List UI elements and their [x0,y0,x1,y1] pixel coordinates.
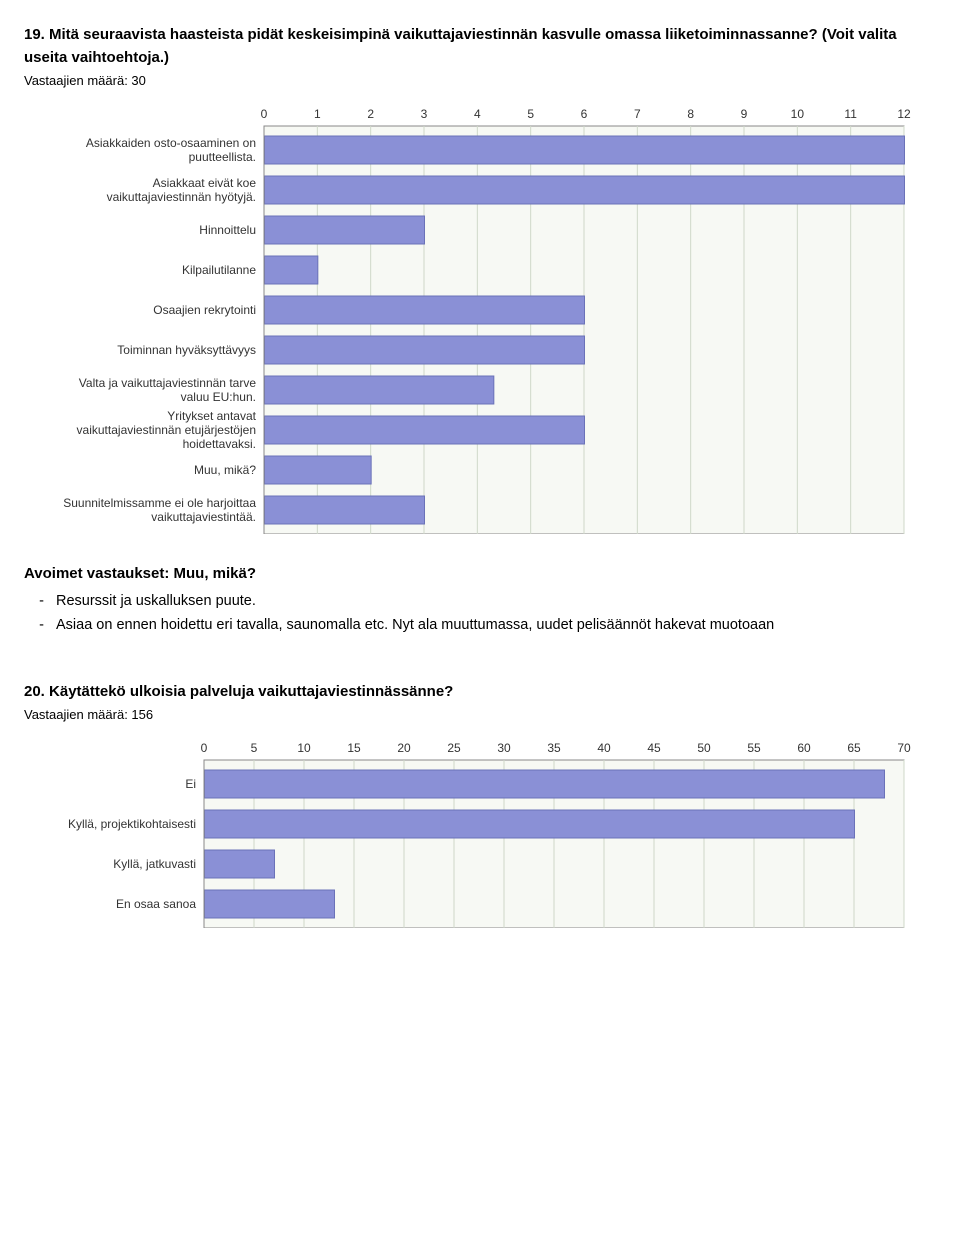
svg-text:25: 25 [447,741,461,755]
chart-bar [205,850,275,878]
q19-title: 19. Mitä seuraavista haasteista pidät ke… [24,24,936,69]
svg-text:40: 40 [597,741,611,755]
svg-text:En osaa sanoa: En osaa sanoa [116,897,196,911]
q19-open-answers: Resurssit ja uskalluksen puute.Asiaa on … [24,590,936,637]
q19-chart: 0123456789101112Asiakkaiden osto-osaamin… [24,100,936,537]
chart-bar [265,256,318,284]
svg-text:50: 50 [697,741,711,755]
svg-text:60: 60 [797,741,811,755]
chart-bar [265,376,494,404]
svg-text:Osaajien rekrytointi: Osaajien rekrytointi [153,303,256,317]
chart-bar [265,456,372,484]
q20-title: 20. Käytättekö ulkoisia palveluja vaikut… [24,681,936,704]
svg-text:Kyllä, jatkuvasti: Kyllä, jatkuvasti [113,857,196,871]
svg-text:Kyllä, projektikohtaisesti: Kyllä, projektikohtaisesti [68,817,196,831]
svg-text:45: 45 [647,741,661,755]
q19-open-heading: Avoimet vastaukset: Muu, mikä? [24,565,936,582]
svg-text:puutteellista.: puutteellista. [189,150,256,164]
chart-bar [265,336,585,364]
svg-text:9: 9 [741,107,748,121]
chart-bar [265,296,585,324]
svg-text:valuu EU:hun.: valuu EU:hun. [181,390,256,404]
q20-chart: 0 5 10 15 20 25 30 35 40 45 50 55 60 65 70 Ei Kyllä, pro… [24,734,936,931]
svg-text:20: 20 [397,741,411,755]
svg-text:Suunnitelmissamme ei ole harjo: Suunnitelmissamme ei ole harjoittaa [63,496,256,510]
svg-text:65: 65 [847,741,861,755]
chart-bar [265,216,425,244]
chart-bar [265,176,905,204]
svg-text:70: 70 [897,741,911,755]
chart-bar [205,890,335,918]
svg-text:4: 4 [474,107,481,121]
chart-bar [205,810,855,838]
svg-text:11: 11 [844,107,857,121]
svg-text:8: 8 [687,107,694,121]
svg-text:hoidettavaksi.: hoidettavaksi. [183,437,256,451]
svg-text:12: 12 [897,107,911,121]
svg-text:1: 1 [314,107,321,121]
svg-text:0: 0 [261,107,268,121]
q19-respondents: Vastaajien määrä: 30 [24,73,936,88]
svg-text:Toiminnan hyväksyttävyys: Toiminnan hyväksyttävyys [117,343,256,357]
svg-text:Yritykset antavat: Yritykset antavat [167,409,256,423]
svg-text:Valta ja vaikuttajaviestinnän: Valta ja vaikuttajaviestinnän tarve [79,376,257,390]
svg-text:10: 10 [791,107,805,121]
svg-text:35: 35 [547,741,561,755]
svg-text:vaikuttajaviestinnän hyötyjä.: vaikuttajaviestinnän hyötyjä. [107,190,256,204]
svg-text:Asiakkaiden osto-osaaminen on: Asiakkaiden osto-osaaminen on [86,136,256,150]
svg-text:55: 55 [747,741,761,755]
svg-text:Ei: Ei [185,777,196,791]
svg-text:30: 30 [497,741,511,755]
svg-text:Asiakkaat eivät koe: Asiakkaat eivät koe [153,176,257,190]
svg-text:2: 2 [367,107,374,121]
chart-bar [265,136,905,164]
svg-text:10: 10 [297,741,311,755]
svg-text:vaikuttajaviestintää.: vaikuttajaviestintää. [151,510,256,524]
svg-text:3: 3 [421,107,428,121]
svg-text:0: 0 [201,741,208,755]
svg-text:5: 5 [251,741,258,755]
chart-bar [205,770,885,798]
open-answer-item: Resurssit ja uskalluksen puute. [56,590,936,612]
svg-text:Kilpailutilanne: Kilpailutilanne [182,263,256,277]
q20-respondents: Vastaajien määrä: 156 [24,707,936,722]
svg-text:vaikuttajaviestinnän etujärjes: vaikuttajaviestinnän etujärjestöjen [77,423,256,437]
svg-text:Hinnoittelu: Hinnoittelu [199,223,256,237]
svg-text:5: 5 [527,107,534,121]
svg-text:Muu, mikä?: Muu, mikä? [194,463,256,477]
open-answer-item: Asiaa on ennen hoidettu eri tavalla, sau… [56,614,936,636]
chart-bar [265,496,425,524]
chart-bar [265,416,585,444]
svg-text:6: 6 [581,107,588,121]
svg-text:15: 15 [347,741,361,755]
svg-text:7: 7 [634,107,641,121]
